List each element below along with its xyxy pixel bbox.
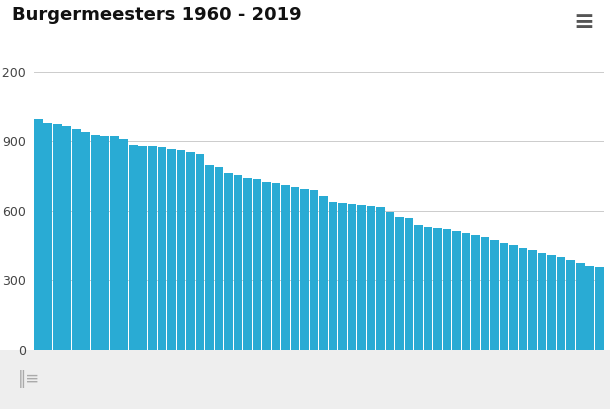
Bar <box>243 178 252 350</box>
Bar <box>509 245 518 350</box>
Bar <box>186 153 195 350</box>
Bar <box>481 237 489 350</box>
Bar <box>462 233 470 350</box>
Bar <box>290 187 300 350</box>
Bar <box>566 260 575 350</box>
Bar <box>310 190 318 350</box>
Bar <box>176 150 185 350</box>
Bar <box>234 175 242 350</box>
Bar <box>196 154 204 350</box>
Bar <box>433 228 442 350</box>
Bar <box>500 243 509 350</box>
Bar <box>357 204 366 350</box>
Bar <box>595 267 603 350</box>
Bar <box>62 126 71 350</box>
Bar <box>404 218 414 350</box>
Bar <box>110 136 119 350</box>
Bar <box>348 204 356 350</box>
Bar <box>547 255 556 350</box>
Bar <box>138 146 147 350</box>
Bar <box>53 124 62 350</box>
Bar <box>82 132 90 350</box>
Bar <box>101 136 109 350</box>
Text: ≡: ≡ <box>574 10 595 34</box>
Bar <box>538 253 547 350</box>
Bar <box>72 129 81 350</box>
Bar <box>215 166 223 350</box>
Bar <box>120 139 128 350</box>
Bar <box>424 227 432 350</box>
Text: Burgermeesters 1960 - 2019: Burgermeesters 1960 - 2019 <box>12 6 302 24</box>
Bar <box>91 135 99 350</box>
Bar <box>129 145 138 350</box>
Bar <box>300 189 309 350</box>
Bar <box>253 179 261 350</box>
Bar <box>386 212 395 350</box>
Bar <box>376 207 385 350</box>
Bar <box>271 183 281 350</box>
Bar <box>367 206 375 350</box>
Bar <box>414 225 423 350</box>
Bar <box>490 240 499 350</box>
Bar <box>205 165 213 350</box>
Bar <box>157 147 167 350</box>
Bar <box>262 182 271 350</box>
Bar <box>528 250 537 350</box>
Bar <box>319 196 328 350</box>
Bar <box>443 229 451 350</box>
Bar <box>167 148 176 350</box>
Bar <box>395 217 404 350</box>
Bar <box>148 146 157 350</box>
Bar <box>281 185 290 350</box>
Bar <box>471 235 480 350</box>
Bar <box>585 266 594 350</box>
Bar <box>557 257 565 350</box>
Bar <box>34 119 43 350</box>
Bar <box>224 173 233 350</box>
Bar <box>518 248 528 350</box>
Bar <box>329 202 337 350</box>
Bar <box>576 263 584 350</box>
Bar <box>43 123 52 350</box>
Bar <box>452 231 461 350</box>
Text: ‖≡: ‖≡ <box>18 370 40 389</box>
Bar <box>338 202 347 350</box>
